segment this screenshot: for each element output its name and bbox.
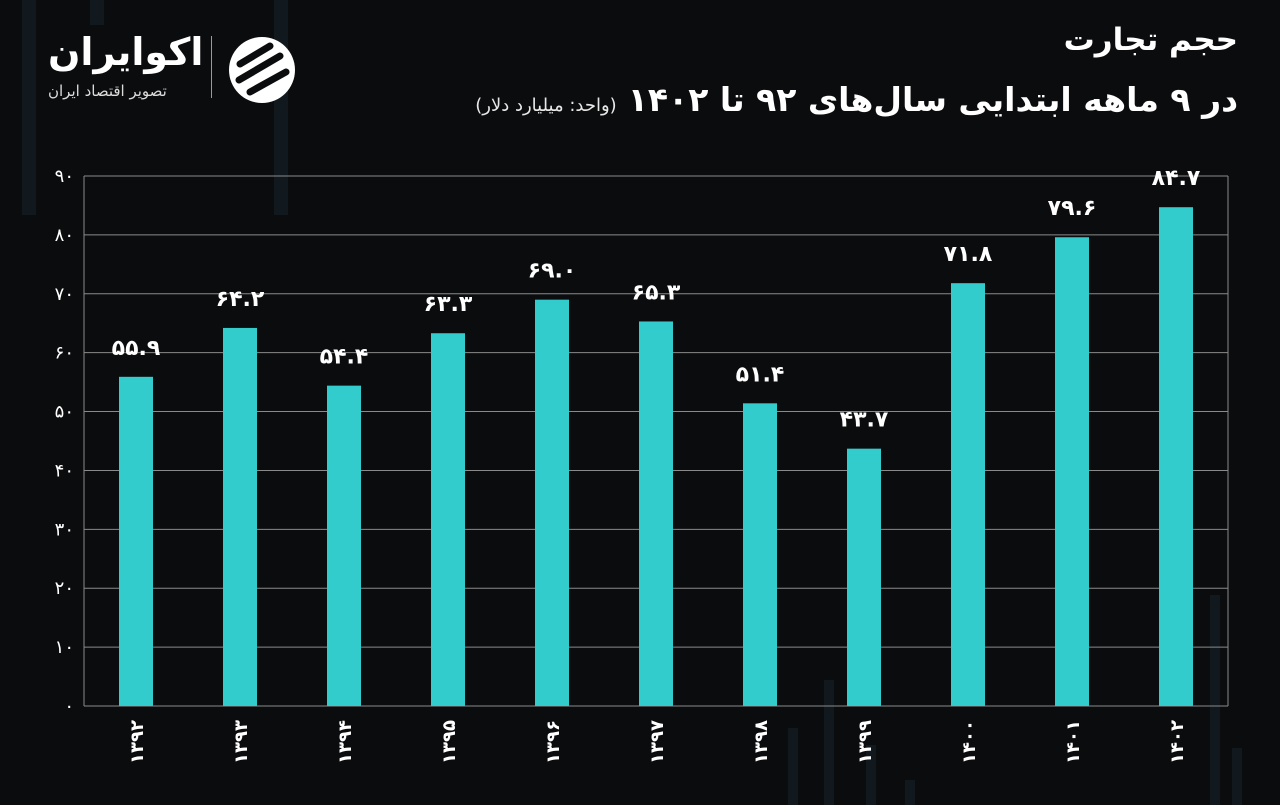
bar <box>743 403 777 706</box>
data-label: ۶۵.۳ <box>632 280 681 305</box>
x-tick-label: ۱۳۹۶ <box>543 720 564 764</box>
x-tick-label: ۱۳۹۴ <box>335 720 356 764</box>
data-label: ۵۱.۴ <box>736 362 785 387</box>
data-label: ۷۹.۶ <box>1048 196 1097 221</box>
data-label: ۵۵.۹ <box>112 336 161 361</box>
data-label: ۴۳.۷ <box>840 408 889 433</box>
y-tick-label: ۹۰ <box>55 166 74 187</box>
chart-subtitle: در ۹ ماهه ابتدایی سال‌های ۹۲ تا ۱۴۰۲ (وا… <box>475 80 1238 119</box>
x-tick-label: ۱۴۰۱ <box>1063 720 1084 764</box>
x-tick-label: ۱۴۰۰ <box>959 720 980 764</box>
bar <box>1055 237 1089 706</box>
data-label: ۷۱.۸ <box>944 242 993 267</box>
y-tick-label: ۳۰ <box>55 519 74 540</box>
x-tick-label: ۱۳۹۵ <box>439 720 460 764</box>
x-tick-label: ۱۳۹۷ <box>647 720 668 764</box>
bar <box>847 448 881 706</box>
data-label: ۸۴.۷ <box>1152 166 1201 191</box>
y-tick-label: ۰ <box>64 696 74 717</box>
x-tick-label: ۱۳۹۲ <box>127 720 148 764</box>
data-label: ۶۹.۰ <box>528 259 577 284</box>
y-tick-label: ۶۰ <box>55 343 74 364</box>
data-label: ۶۳.۳ <box>424 292 473 317</box>
data-label: ۶۴.۲ <box>216 287 265 312</box>
y-tick-label: ۷۰ <box>55 284 74 305</box>
y-tick-label: ۲۰ <box>55 578 74 599</box>
brand-name: اکوایران <box>48 30 204 74</box>
x-tick-label: ۱۳۹۳ <box>231 720 252 764</box>
x-tick-label: ۱۳۹۸ <box>751 720 772 764</box>
chart-title: حجم تجارت <box>1063 22 1238 58</box>
bar <box>951 283 985 706</box>
brand-logo: اکوایران تصویر اقتصاد ایران <box>48 30 308 110</box>
bar <box>535 299 569 706</box>
y-tick-label: ۵۰ <box>55 402 74 423</box>
subtitle-text: در ۹ ماهه ابتدایی سال‌های ۹۲ تا ۱۴۰۲ <box>627 80 1238 119</box>
logo-divider <box>211 36 212 98</box>
bar <box>639 321 673 706</box>
bar <box>431 333 465 706</box>
x-tick-label: ۱۳۹۹ <box>855 720 876 764</box>
y-tick-label: ۱۰ <box>55 637 74 658</box>
y-tick-label: ۸۰ <box>55 225 74 246</box>
data-label: ۵۴.۴ <box>320 345 369 370</box>
bar <box>327 385 361 706</box>
x-tick-label: ۱۴۰۲ <box>1167 720 1188 764</box>
unit-note: (واحد: میلیارد دلار) <box>475 95 617 116</box>
bar <box>1159 207 1193 706</box>
bar <box>119 376 153 706</box>
y-tick-label: ۴۰ <box>55 460 74 481</box>
ecoiran-logo-icon <box>229 37 295 103</box>
bar <box>223 327 257 706</box>
brand-tagline: تصویر اقتصاد ایران <box>48 82 167 100</box>
